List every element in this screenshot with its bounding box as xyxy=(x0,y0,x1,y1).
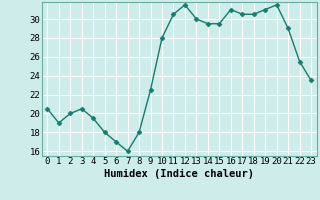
X-axis label: Humidex (Indice chaleur): Humidex (Indice chaleur) xyxy=(104,169,254,179)
